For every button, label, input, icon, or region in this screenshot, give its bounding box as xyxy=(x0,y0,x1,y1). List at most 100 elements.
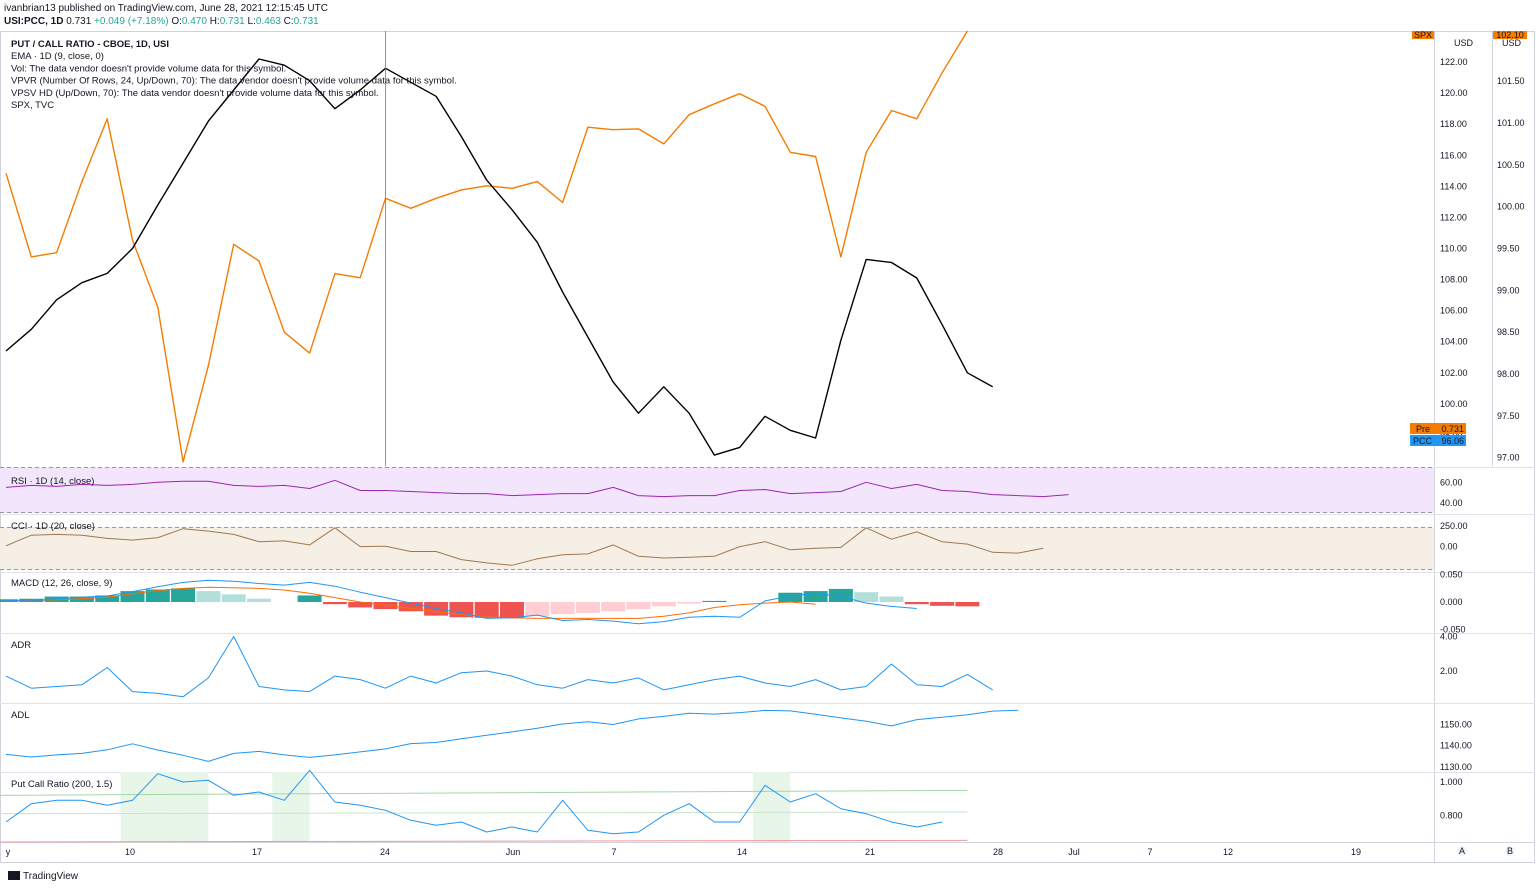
macd-histogram-bar xyxy=(575,602,600,613)
scale-auto-button xyxy=(1457,846,1467,856)
pcc-label: PCC xyxy=(1413,436,1433,446)
putcall-mid-band xyxy=(0,811,968,815)
macd-histogram-bar xyxy=(879,596,904,602)
rsi-axis-tick: 60.00 xyxy=(1440,477,1463,487)
open-label: O: xyxy=(171,16,182,27)
time-axis-label: Jul xyxy=(1068,847,1080,857)
macd-histogram-bar xyxy=(348,602,373,608)
macd-histogram-bar xyxy=(145,589,170,602)
pre-label: Pre xyxy=(1416,424,1430,434)
macd-axis-tick: 0.050 xyxy=(1440,570,1463,580)
macd-histogram-bar xyxy=(930,602,955,606)
pcc-axis-tick: 99.50 xyxy=(1497,244,1520,254)
pcc-value: 96.06 xyxy=(1441,436,1464,446)
spx-axis-tick: 108.00 xyxy=(1440,275,1468,285)
spx-axis-tick: 106.00 xyxy=(1440,306,1468,316)
pcc-axis-tick: 100.50 xyxy=(1497,160,1525,170)
scale-b-button xyxy=(1505,846,1515,856)
time-axis-label: 17 xyxy=(252,847,262,857)
high-label: H: xyxy=(209,16,220,27)
macd-histogram-bar xyxy=(95,595,120,602)
adl-axis-tick: 1130.00 xyxy=(1440,762,1472,772)
pcc-currency-label: USD xyxy=(1502,38,1522,48)
time-axis-label: 10 xyxy=(125,847,135,857)
putcall-title: Put Call Ratio (200, 1.5) xyxy=(11,779,112,790)
putcall-axis-tick: 0.800 xyxy=(1440,810,1463,820)
macd-histogram-bar xyxy=(626,602,651,610)
time-axis-label: Jun xyxy=(506,847,521,857)
putcall-signal-shade xyxy=(272,772,310,842)
macd-axis-tick: -0.050 xyxy=(1440,624,1466,634)
time-axis-label: 12 xyxy=(1223,847,1233,857)
spx-axis-tick: 114.00 xyxy=(1440,181,1467,191)
spx-axis-tick: 104.00 xyxy=(1440,337,1468,347)
spx-axis-tick: 102.00 xyxy=(1440,368,1468,378)
adr-line xyxy=(5,636,993,698)
spx-axis-tick: 120.00 xyxy=(1440,88,1468,98)
macd-histogram-bar xyxy=(247,598,271,602)
macd-histogram-bar xyxy=(955,602,980,607)
legend-line: PUT / CALL RATIO - CBOE, 1D, USI xyxy=(11,39,169,50)
macd-histogram-bar xyxy=(601,602,626,612)
legend-line: SPX, TVC xyxy=(11,100,54,111)
spx-last-box xyxy=(1493,31,1527,39)
macd-histogram-bar xyxy=(474,602,499,618)
putcall-axis-tick: 1.000 xyxy=(1440,777,1463,787)
macd-line xyxy=(5,579,917,625)
putcall-signal-shade xyxy=(120,772,209,842)
macd-histogram-bar xyxy=(651,602,676,607)
macd-histogram-bar xyxy=(69,596,94,602)
close-value: 0.731 xyxy=(293,16,319,27)
pcc-axis-tick: 98.00 xyxy=(1497,369,1520,379)
spx-axis-tick: 110.00 xyxy=(1440,244,1467,254)
tradingview-logo-icon xyxy=(8,871,20,880)
tradingview-brand[interactable]: TradingView xyxy=(8,871,78,882)
putcall-line xyxy=(5,769,943,835)
adl-title: ADL xyxy=(11,710,29,721)
open-value: 0.470 xyxy=(181,16,207,27)
scale-b-icon: B xyxy=(1507,846,1513,856)
spx-axis-tick: 116.00 xyxy=(1440,150,1467,160)
publish-info: ivanbrian13 published on TradingView.com… xyxy=(4,3,328,14)
cci-band xyxy=(0,527,1434,570)
pcc-axis-tick: 101.50 xyxy=(1497,76,1525,86)
last-price: 0.731 xyxy=(66,16,92,27)
adr-axis-tick: 2.00 xyxy=(1440,666,1458,676)
macd-histogram-bar xyxy=(196,591,221,602)
pre-label-box xyxy=(1410,423,1466,434)
pre-value: 0.731 xyxy=(1441,424,1464,434)
macd-axis-tick: 0.000 xyxy=(1440,597,1463,607)
adr-axis-tick: 4.00 xyxy=(1440,631,1458,641)
low-label: L: xyxy=(247,16,256,27)
legend-line: EMA · 1D (9, close, 0) xyxy=(11,51,104,62)
close-label: C: xyxy=(283,16,294,27)
legend-line: VPVR (Number Of Rows, 24, Up/Down, 70): … xyxy=(11,76,457,87)
macd-histogram-bar xyxy=(904,602,929,605)
macd-histogram-bar xyxy=(500,602,524,619)
macd-signal-line xyxy=(5,586,816,619)
spx-tag-label: SPX xyxy=(1414,30,1432,40)
cci-axis-tick: 250.00 xyxy=(1440,521,1468,531)
macd-histogram-bar xyxy=(44,596,69,602)
spx-axis-tick: 118.00 xyxy=(1440,119,1467,129)
pcc-axis-tick: 97.00 xyxy=(1497,453,1520,463)
cci-axis-tick: 0.00 xyxy=(1440,542,1458,552)
adr-title: ADR xyxy=(11,640,31,651)
spx-axis-tick: 98.00 xyxy=(1440,430,1463,440)
rsi-band xyxy=(0,467,1434,513)
macd-histogram-bar xyxy=(677,602,702,604)
macd-histogram-bar xyxy=(525,602,550,617)
symbol-ohlc-bar: USI:PCC, 1D 0.731 +0.049 (+7.18%) O:0.47… xyxy=(4,16,319,28)
time-axis-label: y xyxy=(6,847,11,857)
high-value: 0.731 xyxy=(219,16,245,27)
brand-label: TradingView xyxy=(23,871,79,882)
time-axis-label: 28 xyxy=(993,847,1003,857)
spx-axis-tick: 122.00 xyxy=(1440,57,1468,67)
spx-currency-label: USD xyxy=(1454,38,1474,48)
price-change: +0.049 (+7.18%) xyxy=(94,16,169,27)
macd-histogram-bar xyxy=(854,592,879,602)
pcc-axis-tick: 98.50 xyxy=(1497,327,1520,337)
time-axis-label: 19 xyxy=(1351,847,1361,857)
spx-axis-tick: 112.00 xyxy=(1440,212,1467,222)
